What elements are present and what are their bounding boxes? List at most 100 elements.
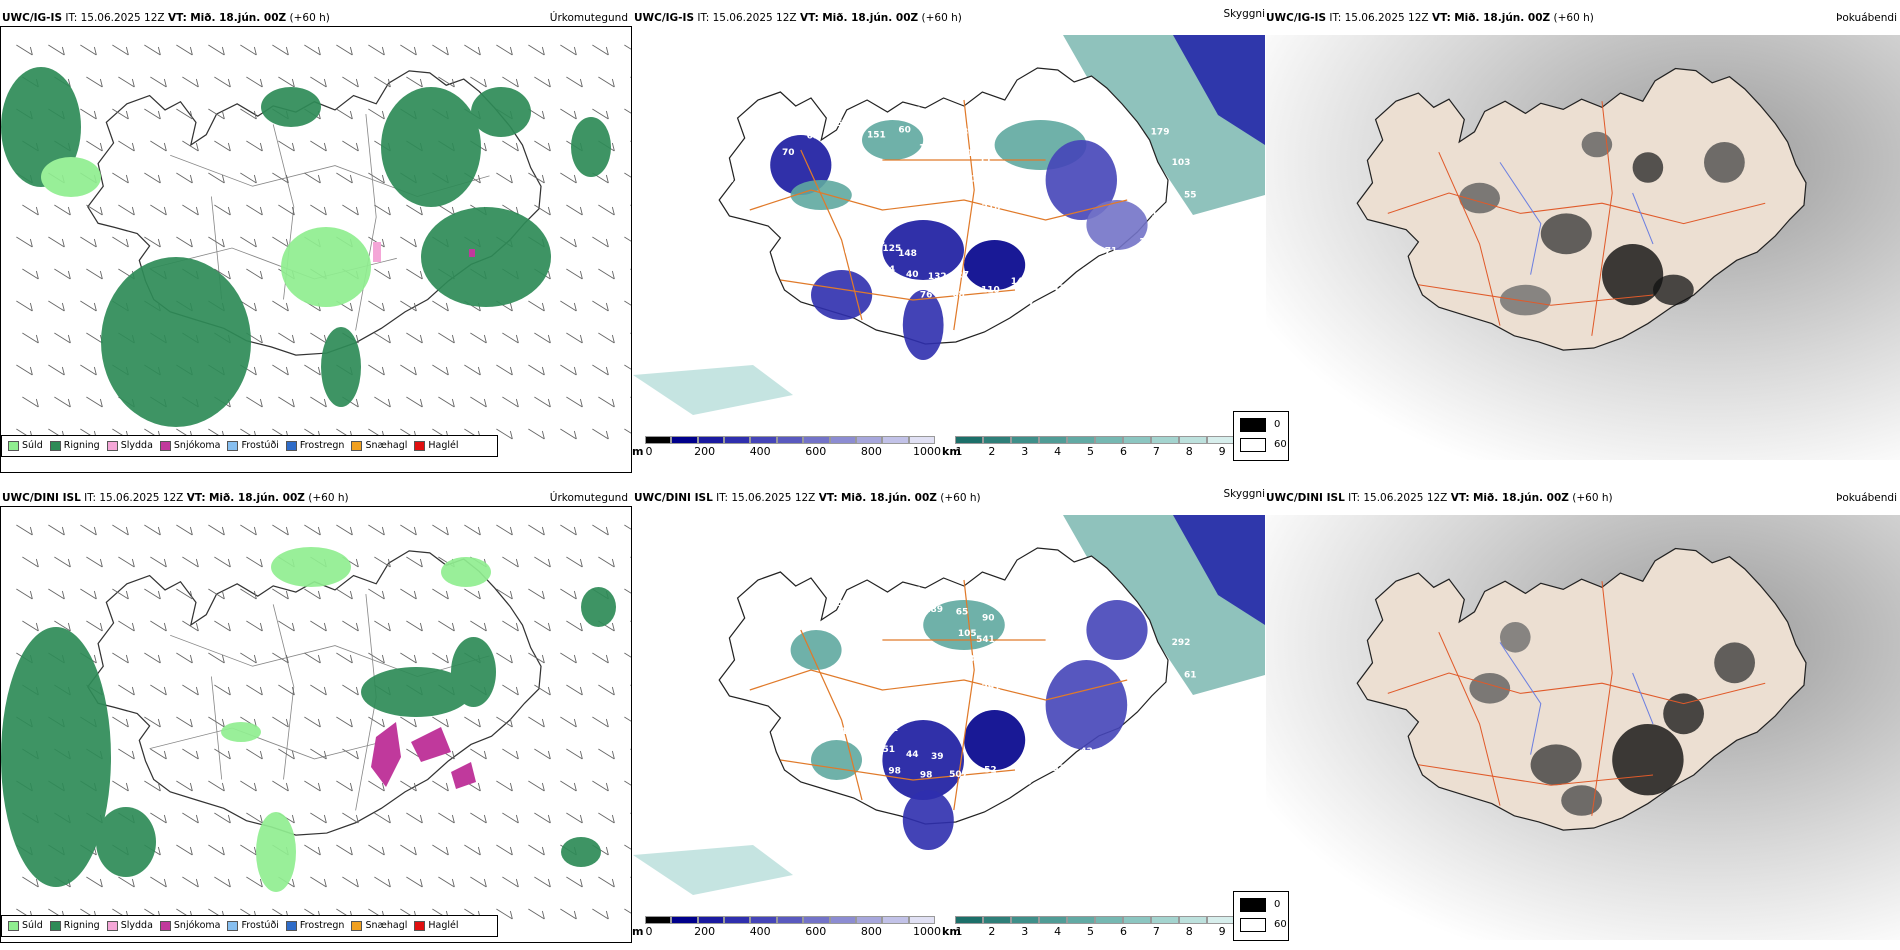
visibility-value-label: 13: [1151, 210, 1164, 220]
visibility-value-label: 51: [886, 724, 899, 734]
visibility-value-label: 103: [938, 586, 957, 596]
visibility-value-label: 60: [898, 126, 911, 136]
visibility-value-label: 44: [906, 750, 919, 760]
visibility-value-label: 333: [924, 125, 943, 135]
colorbar-unit: km: [942, 445, 961, 458]
legend-item: Slydda: [106, 440, 153, 451]
colorbar-segment: [697, 436, 725, 444]
visibility-value-label: 98: [920, 770, 933, 780]
visibility-panel-top: UWC/IG-IS IT: 15.06.2025 12Z VT: Mið. 18…: [632, 8, 1265, 470]
visibility-value-label: 35: [957, 169, 970, 179]
precip-areas: [1, 67, 611, 427]
visibility-value-label: 110: [981, 286, 1000, 296]
visibility-value-label: 125: [883, 244, 902, 254]
colorbar-tick-label: 8: [1185, 925, 1193, 938]
iceland-outline: [718, 547, 1169, 850]
vt-value: Mið. 18.jún. 00Z: [822, 12, 919, 24]
panel-title: Þokuábendi: [1836, 12, 1897, 24]
legend-item: Snjókoma: [159, 920, 220, 931]
visibility-labels: 291 122 103 156 155 89 98 86 71 69 90 136 126 125 582 2…: [684, 578, 1197, 796]
colorbar-segment: [1067, 436, 1095, 444]
colorbar-segment: [1011, 916, 1039, 924]
colorbar-segment: [855, 916, 883, 924]
visibility-value-label: 86: [834, 578, 847, 588]
colorbar-tick-label: 600: [805, 925, 827, 938]
vt-value: Mið. 18.jún. 00Z: [190, 12, 287, 24]
colorbar-segment: [983, 916, 1011, 924]
visibility-value-label: 65: [956, 608, 969, 618]
precip-map: [0, 506, 632, 943]
visibility-value-label: 218: [982, 203, 1001, 213]
legend-label: Slydda: [120, 440, 153, 451]
visibility-value-label: 51: [961, 149, 974, 159]
visibility-value-label: 725: [973, 661, 992, 671]
run-time: IT: 15.06.2025 12Z: [1329, 12, 1429, 24]
lead-time: (+60 h): [921, 12, 962, 24]
height-colorbar: m 0 200 400 600 800 1000: [632, 436, 941, 458]
precip-legend: Súld Rigning Slydda Snjókoma Frostúði Frostre…: [1, 915, 498, 937]
colorbar-tick-label: 8: [1185, 445, 1193, 458]
colorbar-unit: km: [942, 925, 961, 938]
colorbar-tick-label: 0: [645, 445, 653, 458]
visibility-value-label: 105: [958, 629, 977, 639]
vt-label: VT:: [1450, 492, 1470, 504]
legend-label: Frostúði: [241, 920, 279, 931]
visibility-value-label: 148: [898, 249, 917, 259]
visibility-value-label: 50: [1123, 744, 1136, 754]
visibility-value-label: 69: [856, 700, 869, 710]
legend-swatch: [414, 920, 426, 931]
visibility-value-label: 52: [984, 766, 997, 776]
run-time: IT: 15.06.2025 12Z: [1348, 492, 1448, 504]
visibility-value-label: 974: [709, 307, 728, 317]
legend-swatch: [106, 920, 118, 931]
visibility-value-label: 39: [982, 188, 995, 198]
legend-swatch: [49, 440, 61, 451]
legend-swatch: [49, 920, 61, 931]
visibility-value-label: 582: [859, 737, 878, 747]
visibility-value-label: 71: [1166, 734, 1179, 744]
colorbar-segment: [955, 436, 983, 444]
colorbar-tick-label: 7: [1152, 445, 1160, 458]
visibility-value-label: 47: [1052, 284, 1065, 294]
visibility-value-label: 42: [1080, 747, 1093, 757]
legend-label: Rigning: [63, 440, 100, 451]
visibility-value-label: 49: [976, 181, 989, 191]
visibility-value-label: 33: [687, 701, 700, 711]
panel-header: UWC/IG-IS IT: 15.06.2025 12Z VT: Mið. 18…: [2, 10, 330, 26]
visibility-panel-bottom: UWC/DINI ISL IT: 15.06.2025 12Z VT: Mið.…: [632, 488, 1265, 950]
colorbar-segment: [955, 916, 983, 924]
iceland-outline: [87, 550, 542, 836]
legend-item: Slydda: [106, 920, 153, 931]
colorbar-segment: [803, 916, 830, 924]
visibility-colorbar: km12345678910: [942, 436, 1263, 458]
legend-item: Frostúði: [227, 920, 279, 931]
visibility-value-label: 23: [697, 251, 710, 261]
row-top: UWC/IG-IS IT: 15.06.2025 12Z VT: Mið. 18…: [0, 8, 1900, 473]
legend-swatch: [285, 920, 297, 931]
visibility-value-label: 61: [1184, 671, 1197, 681]
road-line: [1418, 284, 1654, 306]
fog-map-svg: [1266, 35, 1900, 460]
fog-legend-label: 0: [1274, 899, 1281, 910]
fog-panel-bottom: UWC/DINI ISL IT: 15.06.2025 12Z VT: Mið.…: [1233, 490, 1900, 950]
legend-item: Rigning: [49, 440, 100, 451]
visibility-value-label: 67: [807, 132, 820, 142]
visibility-value-label: 47: [888, 287, 901, 297]
colorbar-segment: [671, 916, 698, 924]
vt-label: VT:: [167, 12, 187, 24]
visibility-value-label: 34: [1095, 766, 1108, 776]
visibility-value-label: 78: [807, 612, 820, 622]
visibility-value-label: 144: [902, 106, 921, 116]
legend-label: Frostúði: [241, 440, 279, 451]
legend-item: Frostregn: [285, 920, 344, 931]
colorbar-segment: [645, 436, 672, 444]
precip-type-panel-bottom: UWC/DINI ISL IT: 15.06.2025 12Z VT: Mið.…: [0, 490, 632, 950]
run-time: IT: 15.06.2025 12Z: [65, 12, 165, 24]
visibility-value-label: 98: [888, 767, 901, 777]
visibility-value-label: 136: [979, 786, 998, 796]
visibility-map-svg: 291 122 103 156 155 89 98 86 71 69 90 136 126 125 582 2…: [633, 515, 1265, 895]
panel-header: UWC/IG-IS IT: 15.06.2025 12Z VT: Mið. 18…: [634, 10, 962, 26]
road-line: [1418, 764, 1654, 786]
colorbar-tick-label: 1000: [913, 445, 941, 458]
lead-time: (+60 h): [1553, 12, 1594, 24]
